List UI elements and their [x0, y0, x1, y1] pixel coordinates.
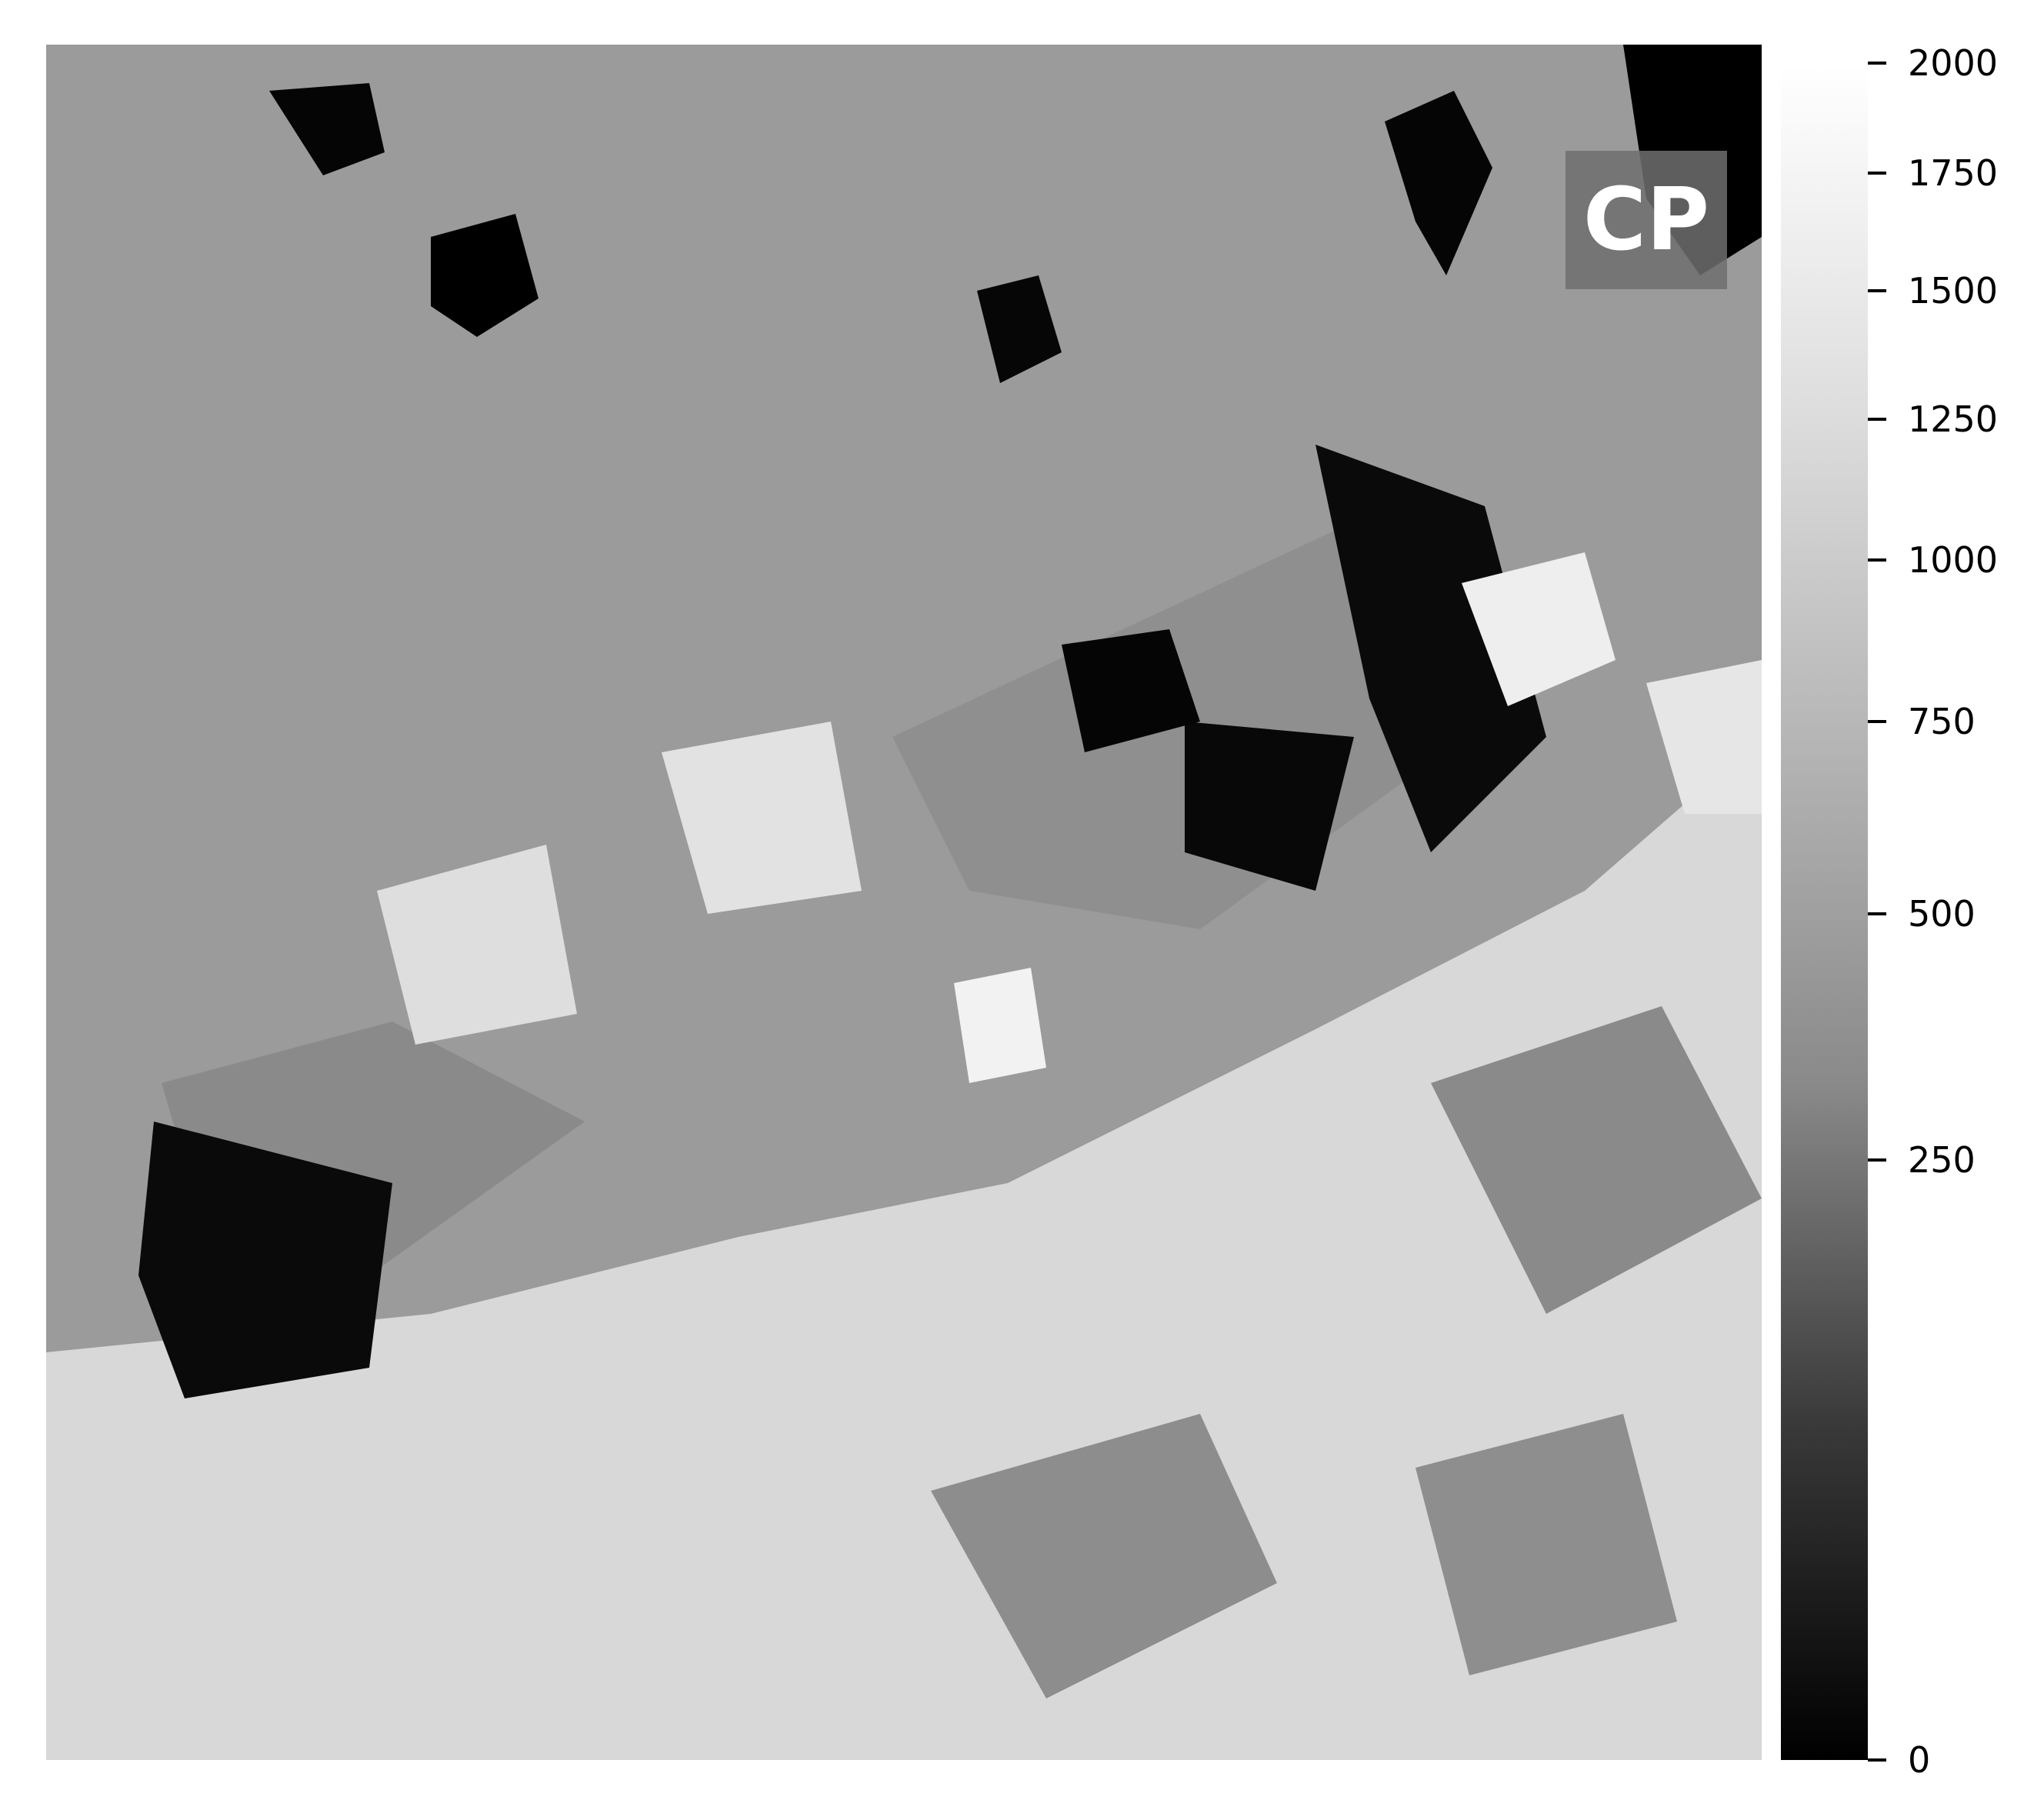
colorbar-tick [1868, 558, 1886, 562]
colorbar-tick-label: 250 [1908, 1142, 1976, 1178]
colorbar-tick-label: 1250 [1908, 402, 1998, 437]
colorbar-tick [1868, 62, 1886, 65]
colorbar-tick [1868, 1758, 1886, 1762]
colorbar-tick-label: 500 [1908, 896, 1976, 932]
heatmap-image: CP [46, 45, 1762, 1760]
colorbar-tick-label: 1500 [1908, 273, 1998, 308]
colorbar-tick [1868, 1158, 1886, 1162]
colorbar [1781, 65, 1868, 1760]
heatmap-texture [46, 45, 1762, 1760]
colorbar-tick [1868, 172, 1886, 175]
colorbar-tick [1868, 418, 1886, 421]
colorbar-tick-label: 0 [1908, 1742, 1930, 1778]
colorbar-tick [1868, 912, 1886, 915]
overlay-label: CP [1566, 151, 1727, 289]
bright-patch [954, 968, 1046, 1083]
colorbar-tick [1868, 289, 1886, 292]
colorbar-tick [1868, 720, 1886, 723]
colorbar-tick-label: 750 [1908, 704, 1976, 739]
colorbar-tick-label: 1000 [1908, 542, 1998, 578]
colorbar-tick-label: 2000 [1908, 45, 1998, 81]
colorbar-tick-label: 1750 [1908, 155, 1998, 191]
